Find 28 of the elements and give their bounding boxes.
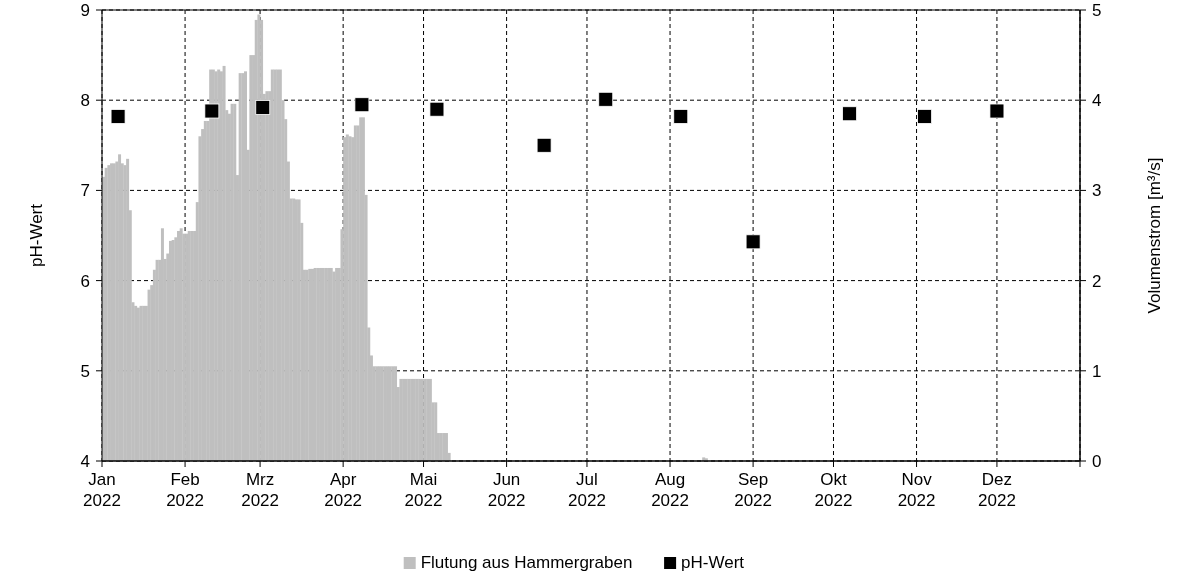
x-tick-label: Sep 2022 (734, 470, 773, 510)
x-tick-label: Jul 2022 (568, 470, 606, 510)
legend-label: pH-Wert (681, 553, 745, 572)
x-tick-label: Dez 2022 (978, 470, 1016, 510)
y2-tick-label: 0 (1092, 452, 1102, 471)
x-tick-label: Jan 2022 (83, 470, 121, 510)
x-tick-label: Mai 2022 (404, 470, 443, 510)
x-tick-label: Okt 2022 (814, 470, 853, 510)
x-tick-label: Jun 2022 (487, 470, 526, 510)
y-axis-title: pH-Wert (27, 203, 46, 267)
y2-tick-label: 5 (1092, 1, 1102, 20)
y2-tick-label: 1 (1092, 361, 1102, 381)
x-tick-label: Aug 2022 (651, 470, 689, 510)
y-tick-label: 8 (80, 91, 90, 111)
y-tick-label: 9 (80, 1, 90, 20)
x-tick-label: Apr 2022 (324, 470, 363, 510)
y-tick-label: 6 (80, 271, 90, 291)
y-tick-label: 4 (80, 452, 90, 471)
y-tick-label: 7 (80, 181, 90, 201)
y2-tick-label: 4 (1092, 91, 1102, 111)
y2-axis-title: Volumenstrom [m³/s] (1145, 157, 1164, 314)
x-tick-label: Nov 2022 (897, 470, 936, 510)
y2-tick-label: 2 (1092, 271, 1102, 291)
x-tick-label: Mrz 2022 (241, 470, 279, 510)
legend-label: Flutung aus Hammergraben (420, 553, 633, 572)
y2-tick-label: 3 (1092, 181, 1102, 201)
y-tick-label: 5 (80, 361, 90, 381)
x-tick-label: Feb 2022 (166, 470, 204, 510)
